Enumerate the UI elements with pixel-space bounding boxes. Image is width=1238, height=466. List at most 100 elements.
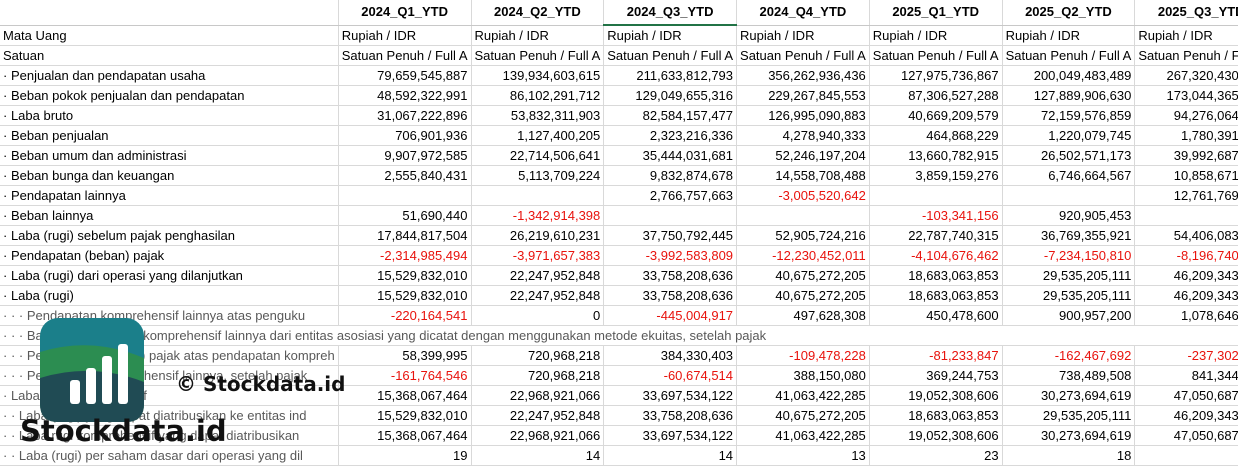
row-label[interactable]: · Beban lainnya	[0, 205, 339, 226]
value-cell[interactable]: 47,050,687,814	[1134, 385, 1238, 406]
row-label[interactable]: · Pendapatan (beban) pajak	[0, 245, 339, 266]
value-cell[interactable]: 5,113,709,224	[471, 165, 605, 186]
value-cell[interactable]: 26,502,571,173	[1002, 145, 1136, 166]
value-cell[interactable]: -1,342,914,398	[471, 205, 605, 226]
value-cell[interactable]: -4,104,676,462	[869, 245, 1003, 266]
value-cell[interactable]: 18,683,063,853	[869, 265, 1003, 286]
value-cell[interactable]: 129,049,655,316	[603, 85, 738, 106]
value-cell[interactable]: 87,306,527,288	[869, 85, 1003, 106]
value-cell[interactable]: 126,995,090,883	[736, 105, 870, 126]
value-cell[interactable]: 19,052,308,606	[869, 425, 1003, 446]
value-cell[interactable]: -109,478,228	[736, 345, 870, 366]
value-cell[interactable]: 211,633,812,793	[603, 65, 738, 86]
value-cell[interactable]	[603, 205, 738, 226]
value-cell[interactable]: 40,675,272,205	[736, 285, 870, 306]
value-cell[interactable]: 26,219,610,231	[471, 225, 605, 246]
value-cell[interactable]: 33,697,534,122	[603, 385, 738, 406]
value-cell[interactable]	[338, 185, 472, 206]
value-cell[interactable]: 29,535,205,111	[1002, 265, 1136, 286]
column-header[interactable]: 2025_Q1_YTD	[869, 0, 1003, 26]
value-cell[interactable]: 46,209,343,316	[1134, 285, 1238, 306]
value-cell[interactable]: -60,674,514	[603, 365, 738, 386]
value-cell[interactable]: 720,968,218	[471, 345, 605, 366]
meta-cell[interactable]: Rupiah / IDR	[1002, 25, 1136, 46]
value-cell[interactable]: -161,764,546	[338, 365, 472, 386]
value-cell[interactable]: 720,968,218	[471, 365, 605, 386]
value-cell[interactable]: 52,246,197,204	[736, 145, 870, 166]
value-cell[interactable]: 127,975,736,867	[869, 65, 1003, 86]
value-cell[interactable]: 53,832,311,903	[471, 105, 605, 126]
value-cell[interactable]: 15,368,067,464	[338, 385, 472, 406]
value-cell[interactable]: 4,278,940,333	[736, 125, 870, 146]
meta-cell[interactable]: Satuan Penuh / Full A	[736, 45, 870, 66]
column-header[interactable]: 2024_Q4_YTD	[736, 0, 870, 26]
row-label[interactable]: · Laba bruto	[0, 105, 339, 126]
value-cell[interactable]: 82,584,157,477	[603, 105, 738, 126]
value-cell[interactable]: 46,209,343,316	[1134, 265, 1238, 286]
value-cell[interactable]: 12,761,769,819	[1134, 185, 1238, 206]
value-cell[interactable]: 54,406,083,639	[1134, 225, 1238, 246]
meta-cell[interactable]: Satuan Penuh / Full A	[603, 45, 738, 66]
value-cell[interactable]: 22,714,506,641	[471, 145, 605, 166]
value-cell[interactable]: -7,234,150,810	[1002, 245, 1136, 266]
value-cell[interactable]: -237,302,294	[1134, 345, 1238, 366]
value-cell[interactable]: 3,859,159,276	[869, 165, 1003, 186]
value-cell[interactable]: -81,233,847	[869, 345, 1003, 366]
value-cell[interactable]: 738,489,508	[1002, 365, 1136, 386]
value-cell[interactable]: 22,247,952,848	[471, 265, 605, 286]
value-cell[interactable]: 22,247,952,848	[471, 285, 605, 306]
row-label[interactable]: · Laba (rugi) dari operasi yang dilanjut…	[0, 265, 339, 286]
value-cell[interactable]: 33,758,208,636	[603, 265, 738, 286]
value-cell[interactable]: 450,478,600	[869, 305, 1003, 326]
meta-cell[interactable]: Rupiah / IDR	[338, 25, 472, 46]
value-cell[interactable]	[869, 185, 1003, 206]
meta-cell[interactable]: Rupiah / IDR	[1134, 25, 1238, 46]
value-cell[interactable]: 46,209,343,316	[1134, 405, 1238, 426]
value-cell[interactable]: 200,049,483,489	[1002, 65, 1136, 86]
value-cell[interactable]: 52,905,724,216	[736, 225, 870, 246]
value-cell[interactable]: 1,220,079,745	[1002, 125, 1136, 146]
value-cell[interactable]: 356,262,936,436	[736, 65, 870, 86]
value-cell[interactable]: 33,697,534,122	[603, 425, 738, 446]
value-cell[interactable]: 497,628,308	[736, 305, 870, 326]
column-header[interactable]: 2024_Q1_YTD	[338, 0, 472, 26]
value-cell[interactable]: 1,127,400,205	[471, 125, 605, 146]
value-cell[interactable]: -3,971,657,383	[471, 245, 605, 266]
corner-cell[interactable]	[0, 0, 339, 26]
value-cell[interactable]: 35,444,031,681	[603, 145, 738, 166]
value-cell[interactable]: 33,758,208,636	[603, 405, 738, 426]
row-label[interactable]: · Penjualan dan pendapatan usaha	[0, 65, 339, 86]
value-cell[interactable]: 173,044,365,705	[1134, 85, 1238, 106]
column-header[interactable]: 2025_Q2_YTD	[1002, 0, 1136, 26]
row-label[interactable]: · Laba (rugi) sebelum pajak penghasilan	[0, 225, 339, 246]
value-cell[interactable]: 841,344,498	[1134, 365, 1238, 386]
meta-cell[interactable]: Satuan Penuh / Full A	[1134, 45, 1238, 66]
value-cell[interactable]: 10,858,671,797	[1134, 165, 1238, 186]
meta-cell[interactable]: Satuan Penuh / Full A	[869, 45, 1003, 66]
value-cell[interactable]: -12,230,452,011	[736, 245, 870, 266]
value-cell[interactable]: 139,934,603,615	[471, 65, 605, 86]
row-label[interactable]: · Beban umum dan administrasi	[0, 145, 339, 166]
value-cell[interactable]: 58,399,995	[338, 345, 472, 366]
value-cell[interactable]	[471, 185, 605, 206]
value-cell[interactable]: -445,004,917	[603, 305, 738, 326]
value-cell[interactable]: 1,780,391,435	[1134, 125, 1238, 146]
value-cell[interactable]: 9,907,972,585	[338, 145, 472, 166]
meta-cell[interactable]: Satuan Penuh / Full A	[471, 45, 605, 66]
value-cell[interactable]: 369,244,753	[869, 365, 1003, 386]
value-cell[interactable]	[736, 205, 870, 226]
value-cell[interactable]: 51,690,440	[338, 205, 472, 226]
value-cell[interactable]: 18,683,063,853	[869, 405, 1003, 426]
value-cell[interactable]: 14,558,708,488	[736, 165, 870, 186]
row-label[interactable]: · Laba (rugi)	[0, 285, 339, 306]
value-cell[interactable]: 2,323,216,336	[603, 125, 738, 146]
value-cell[interactable]: 29,535,205,111	[1002, 405, 1136, 426]
meta-cell[interactable]: Satuan Penuh / Full A	[338, 45, 472, 66]
value-cell[interactable]: 39,992,687,412	[1134, 145, 1238, 166]
value-cell[interactable]: -3,992,583,809	[603, 245, 738, 266]
value-cell[interactable]: 40,669,209,579	[869, 105, 1003, 126]
value-cell[interactable]: 15,529,832,010	[338, 265, 472, 286]
value-cell[interactable]: 9,832,874,678	[603, 165, 738, 186]
value-cell[interactable]: 31,067,222,896	[338, 105, 472, 126]
value-cell[interactable]: 47,050,687,814	[1134, 425, 1238, 446]
